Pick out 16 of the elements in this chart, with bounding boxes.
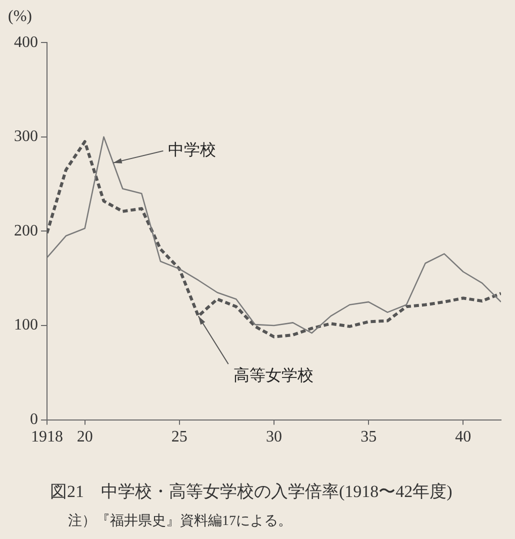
text: 図21 中学校・高等女学校の入学倍率(1918〜42年度) [50, 481, 452, 503]
x-tick-label: 35 [360, 428, 377, 446]
y-tick-label: 200 [14, 222, 38, 240]
text: 注）『福井県史』資料編17による。 [68, 512, 292, 530]
x-tick-label: 20 [76, 428, 93, 446]
y-tick-label: 0 [30, 411, 38, 428]
x-tick-label: 25 [171, 428, 188, 446]
x-tick-label: 30 [266, 428, 282, 446]
x-tick-label: 40 [455, 428, 472, 446]
annotation: 中学校 [168, 141, 216, 160]
annotation: 高等女学校 [233, 366, 314, 384]
y-tick-label: 400 [14, 34, 38, 51]
y-tick-label: 300 [14, 128, 38, 146]
y-tick-label: 100 [14, 316, 38, 334]
y-axis-title: (%) [8, 8, 32, 26]
x-tick-label: 1918 [31, 428, 63, 446]
